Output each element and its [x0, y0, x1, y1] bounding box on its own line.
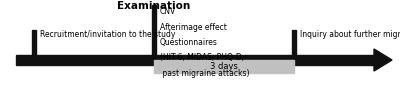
Bar [16, 55, 374, 65]
Polygon shape [374, 49, 392, 71]
Bar [292, 30, 296, 60]
Text: Inquiry about further migraine attacks: Inquiry about further migraine attacks [300, 30, 400, 39]
Bar [154, 60, 294, 73]
Text: Recruitment/invitation to the study: Recruitment/invitation to the study [40, 30, 175, 39]
Text: 3 days: 3 days [210, 62, 238, 71]
Text: (HIT-6, MIDAS, PHQ-D,: (HIT-6, MIDAS, PHQ-D, [160, 54, 244, 62]
Bar [32, 30, 36, 60]
Text: past migraine attacks): past migraine attacks) [160, 69, 250, 78]
Text: Afterimage effect: Afterimage effect [160, 22, 227, 32]
Bar [152, 5, 156, 60]
Text: Examination: Examination [117, 1, 191, 11]
Text: Questionnaires: Questionnaires [160, 38, 218, 47]
Text: CNV: CNV [160, 7, 176, 16]
